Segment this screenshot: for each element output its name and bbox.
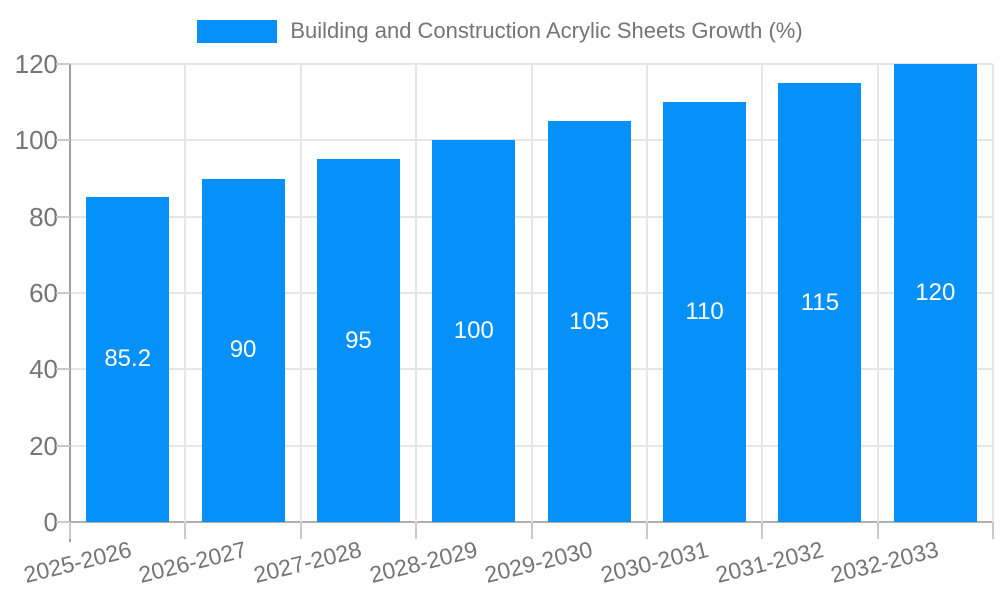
gridline-vertical: [876, 64, 879, 522]
x-axis-tick-mark: [299, 522, 302, 539]
x-axis-tick-mark: [184, 522, 187, 539]
x-axis-tick-mark: [761, 522, 764, 539]
y-axis-tick-mark: [56, 139, 70, 142]
bar[interactable]: 100: [432, 140, 516, 522]
gridline-vertical: [530, 64, 533, 522]
y-axis-tick-label: 0: [43, 507, 58, 537]
bar[interactable]: 85.2: [86, 196, 170, 522]
bar[interactable]: 105: [547, 121, 631, 522]
bar[interactable]: 95: [316, 159, 400, 522]
x-axis-tick-mark: [530, 522, 533, 539]
bar-value-label: 95: [345, 326, 372, 354]
y-axis-tick-label: 100: [14, 125, 58, 156]
gridline-vertical: [992, 64, 994, 522]
y-axis-tick-mark: [56, 215, 70, 218]
legend-label: Building and Construction Acrylic Sheets…: [290, 18, 803, 43]
bar-value-label: 115: [800, 288, 840, 316]
y-axis-tick-label: 40: [29, 354, 58, 385]
bar-value-label: 100: [453, 317, 494, 345]
x-axis-tick-mark: [415, 522, 418, 539]
x-axis-tick-mark: [876, 522, 879, 539]
y-axis-tick-mark: [56, 63, 70, 65]
x-axis-tick-mark: [992, 522, 994, 539]
y-axis-tick-label: 60: [29, 278, 58, 308]
y-axis-tick-label: 80: [29, 201, 58, 232]
bar[interactable]: 90: [201, 178, 285, 522]
y-axis-tick-label: 120: [14, 49, 58, 79]
bar-value-label: 110: [685, 298, 724, 326]
bar-value-label: 120: [915, 279, 956, 306]
plot-area: 85.2 90 95 100 105 110 115 120: [70, 63, 994, 523]
bar[interactable]: 115: [778, 83, 862, 522]
gridline-vertical: [645, 64, 648, 522]
y-axis-tick-mark: [56, 521, 70, 523]
x-axis-tick-mark: [69, 522, 71, 539]
y-axis-tick-mark: [56, 368, 70, 371]
y-axis-line: [69, 64, 71, 542]
gridline-vertical: [299, 64, 302, 522]
bar[interactable]: 120: [893, 64, 977, 522]
y-axis-tick-mark: [56, 444, 70, 447]
y-axis-tick-mark: [56, 292, 70, 294]
legend[interactable]: Building and Construction Acrylic Sheets…: [0, 18, 1000, 44]
x-axis-tick-mark: [645, 522, 648, 539]
y-axis-tick-label: 20: [29, 430, 58, 461]
bar-value-label: 105: [569, 307, 610, 335]
bar-value-label: 90: [229, 336, 257, 364]
legend-swatch-icon: [197, 19, 278, 43]
gridline-vertical: [415, 64, 418, 522]
bar[interactable]: 110: [663, 102, 747, 522]
gridline-vertical: [184, 64, 187, 522]
bar-value-label: 85.2: [104, 345, 152, 373]
gridline-vertical: [761, 64, 764, 522]
